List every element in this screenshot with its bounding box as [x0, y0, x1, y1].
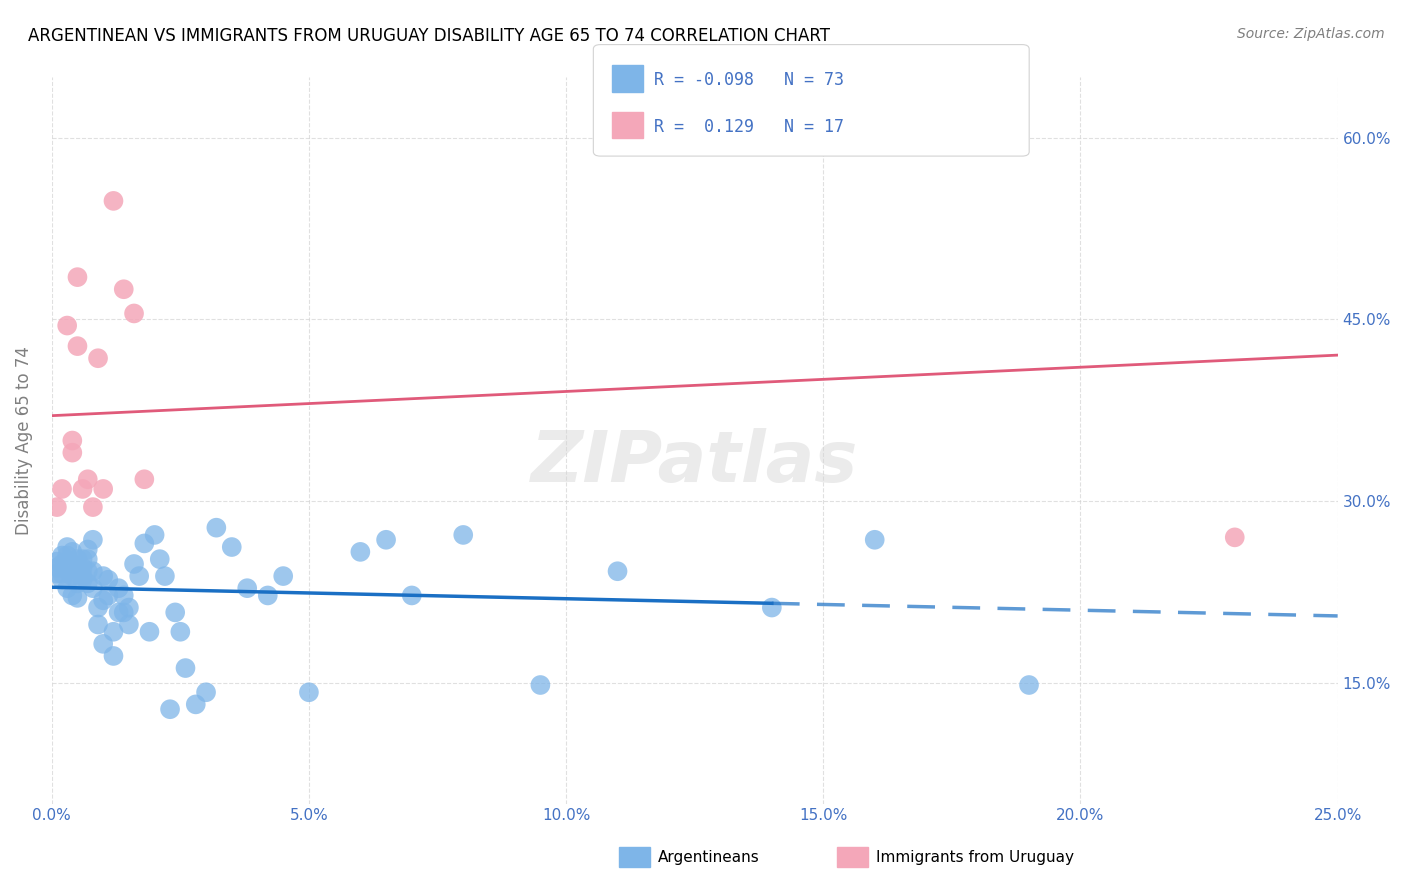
- Point: [143, 528, 166, 542]
- Point: [138, 624, 160, 639]
- Point: [91, 637, 114, 651]
- Point: [60, 445, 83, 459]
- Point: [76, 564, 98, 578]
- Point: [107, 581, 129, 595]
- Point: [122, 306, 145, 320]
- Point: [76, 542, 98, 557]
- Point: [51, 557, 73, 571]
- Point: [128, 569, 150, 583]
- Text: ARGENTINEAN VS IMMIGRANTS FROM URUGUAY DISABILITY AGE 65 TO 74 CORRELATION CHART: ARGENTINEAN VS IMMIGRANTS FROM URUGUAY D…: [28, 27, 830, 45]
- Point: [1018, 678, 1040, 692]
- Point: [134, 472, 156, 486]
- Point: [375, 533, 398, 547]
- Point: [256, 589, 278, 603]
- Point: [60, 557, 83, 571]
- Point: [76, 552, 98, 566]
- Point: [149, 552, 172, 566]
- Point: [82, 533, 104, 547]
- Point: [72, 573, 94, 587]
- Text: Argentineans: Argentineans: [658, 850, 759, 864]
- Point: [66, 339, 89, 353]
- Point: [112, 282, 135, 296]
- Point: [221, 540, 243, 554]
- Point: [169, 624, 191, 639]
- Point: [56, 563, 79, 577]
- Point: [122, 557, 145, 571]
- Point: [66, 270, 89, 285]
- Point: [401, 589, 423, 603]
- Point: [97, 573, 120, 587]
- Point: [87, 600, 110, 615]
- Point: [165, 606, 187, 620]
- Point: [271, 569, 294, 583]
- Point: [91, 593, 114, 607]
- Point: [72, 552, 94, 566]
- Point: [72, 569, 94, 583]
- Point: [56, 318, 79, 333]
- Point: [66, 552, 89, 566]
- Text: R = -0.098   N = 73: R = -0.098 N = 73: [654, 71, 844, 89]
- Point: [56, 540, 79, 554]
- Point: [153, 569, 176, 583]
- Point: [451, 528, 474, 542]
- Point: [60, 434, 83, 448]
- Point: [606, 564, 628, 578]
- Point: [1223, 530, 1246, 544]
- Point: [60, 545, 83, 559]
- Point: [298, 685, 321, 699]
- Point: [82, 581, 104, 595]
- Point: [45, 500, 67, 514]
- Point: [66, 564, 89, 578]
- Point: [112, 606, 135, 620]
- Point: [45, 560, 67, 574]
- Point: [76, 576, 98, 591]
- Point: [51, 566, 73, 581]
- Point: [66, 591, 89, 605]
- Point: [72, 560, 94, 574]
- Point: [76, 472, 98, 486]
- Point: [118, 600, 141, 615]
- Point: [87, 351, 110, 366]
- Point: [82, 500, 104, 514]
- Point: [205, 521, 228, 535]
- Point: [112, 589, 135, 603]
- Text: ZIPatlas: ZIPatlas: [531, 428, 859, 497]
- Point: [184, 698, 207, 712]
- Point: [66, 576, 89, 591]
- Point: [60, 569, 83, 583]
- Point: [529, 678, 551, 692]
- Point: [103, 624, 125, 639]
- Text: Immigrants from Uruguay: Immigrants from Uruguay: [876, 850, 1074, 864]
- Point: [51, 573, 73, 587]
- Point: [118, 617, 141, 632]
- Point: [761, 600, 783, 615]
- Point: [107, 606, 129, 620]
- Point: [236, 581, 259, 595]
- Point: [82, 564, 104, 578]
- Y-axis label: Disability Age 65 to 74: Disability Age 65 to 74: [15, 346, 32, 535]
- Point: [134, 536, 156, 550]
- Point: [45, 566, 67, 581]
- Point: [72, 482, 94, 496]
- Point: [91, 482, 114, 496]
- Point: [56, 581, 79, 595]
- Point: [51, 482, 73, 496]
- Point: [103, 648, 125, 663]
- Point: [349, 545, 371, 559]
- Text: R =  0.129   N = 17: R = 0.129 N = 17: [654, 118, 844, 136]
- Point: [91, 569, 114, 583]
- Point: [97, 589, 120, 603]
- Point: [60, 589, 83, 603]
- Text: Source: ZipAtlas.com: Source: ZipAtlas.com: [1237, 27, 1385, 41]
- Point: [195, 685, 218, 699]
- Point: [56, 549, 79, 563]
- Point: [87, 617, 110, 632]
- Point: [174, 661, 197, 675]
- Point: [863, 533, 886, 547]
- Point: [45, 555, 67, 569]
- Point: [159, 702, 181, 716]
- Point: [103, 194, 125, 208]
- Point: [51, 549, 73, 563]
